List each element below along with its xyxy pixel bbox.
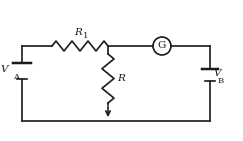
Text: R: R (117, 74, 125, 83)
Text: B: B (218, 77, 224, 85)
Text: V: V (213, 70, 220, 79)
Text: R: R (74, 28, 82, 37)
Text: G: G (158, 41, 166, 50)
Text: V: V (0, 66, 8, 74)
Text: A: A (13, 73, 19, 81)
Text: 1: 1 (83, 32, 88, 40)
